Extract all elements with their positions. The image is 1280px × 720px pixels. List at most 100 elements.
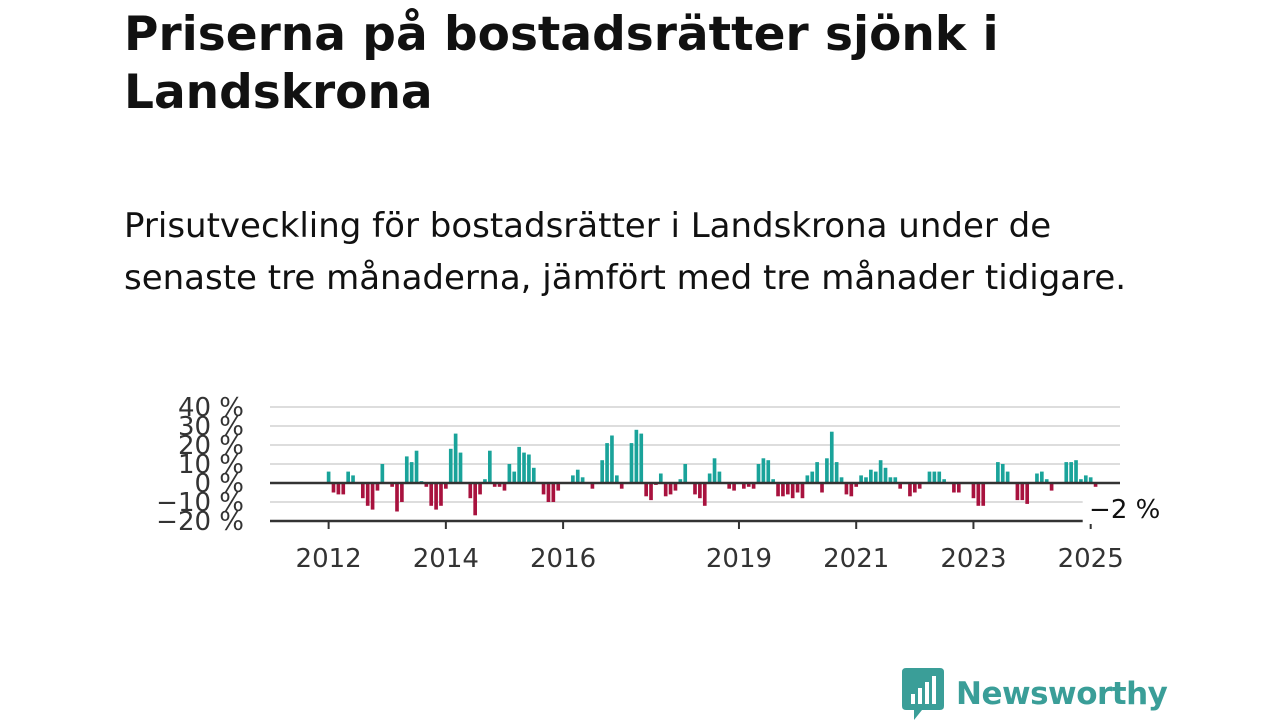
bar-positive [1044, 479, 1049, 483]
bar-positive [448, 448, 453, 483]
bar-negative [795, 483, 800, 493]
bar-negative [971, 483, 976, 499]
bar-negative [444, 483, 448, 489]
bar-negative [668, 483, 673, 495]
y-tick-label: −20 % [156, 507, 244, 537]
bar-positive [761, 458, 766, 483]
bar-negative [1015, 483, 1020, 501]
bar-negative [702, 483, 707, 506]
bar-positive [927, 471, 932, 483]
axes [270, 481, 1120, 529]
bar-positive [488, 450, 492, 483]
bar-positive [883, 467, 888, 483]
bar-negative [746, 483, 751, 487]
bar-positive [829, 431, 834, 483]
bar-negative [468, 483, 473, 499]
bar-negative [546, 483, 551, 502]
bar-negative [976, 483, 981, 506]
bar-positive [893, 477, 898, 483]
newsworthy-logo: Newsworthy [902, 668, 1168, 720]
bar-negative [849, 483, 854, 497]
bar-negative [820, 483, 824, 493]
y-tick-label: 20 % [178, 431, 244, 461]
bar-negative [952, 483, 956, 493]
bar-positive [1000, 464, 1005, 483]
bar-negative [854, 483, 859, 487]
chart-title: Priserna på bostadsrätter sjönk i Landsk… [124, 7, 999, 120]
x-tick-label: 2021 [823, 544, 889, 574]
chart-subtitle: Prisutveckling för bostadsrätter i Lands… [124, 206, 1127, 298]
bar-negative [698, 483, 702, 499]
bar-negative [1093, 483, 1098, 487]
bar-negative [898, 483, 902, 489]
bar-positive [571, 475, 575, 483]
bar-positive [810, 471, 815, 483]
bar-negative [644, 483, 648, 497]
bar-positive [839, 477, 844, 483]
bar-negative [781, 483, 785, 497]
bar-positive [756, 464, 761, 483]
bar-negative [331, 483, 336, 493]
bar-negative [742, 483, 746, 489]
bar-positive [615, 475, 619, 483]
logo-wordmark: Newsworthy [956, 676, 1168, 712]
bar-positive [1083, 475, 1088, 483]
x-tick-label: 2016 [530, 544, 596, 574]
bar-positive [629, 443, 634, 483]
bar-positive [937, 471, 942, 483]
bar-positive [575, 469, 580, 483]
bar-negative [800, 483, 805, 499]
bar-positive [1040, 471, 1044, 483]
bar-negative [751, 483, 756, 489]
bar-positive [404, 456, 409, 483]
bar-positive [512, 471, 517, 483]
bar-negative [541, 483, 546, 495]
bar-positive [458, 452, 463, 483]
bar-negative [551, 483, 556, 502]
bar-positive [527, 454, 531, 483]
bar-positive [1088, 477, 1093, 483]
bar-negative [556, 483, 561, 491]
bar-negative [336, 483, 341, 495]
bar-positive [712, 458, 717, 483]
bar-negative [360, 483, 365, 499]
bar-negative [1020, 483, 1025, 501]
annotation-background [1082, 492, 1167, 524]
bars [326, 429, 1098, 516]
bar-positive [1005, 471, 1010, 483]
bar-negative [732, 483, 736, 491]
bar-negative [649, 483, 653, 501]
bar-positive [658, 473, 663, 483]
bar-positive [815, 462, 819, 483]
bar-positive [869, 469, 873, 483]
bar-positive [517, 446, 521, 483]
bar-negative [395, 483, 399, 512]
bar-positive [859, 475, 863, 483]
bar-positive [507, 464, 512, 483]
bar-negative [341, 483, 346, 495]
bar-negative [429, 483, 434, 506]
bar-positive [600, 460, 605, 483]
bar-positive [873, 471, 878, 483]
bar-positive [888, 477, 893, 483]
bar-positive [605, 443, 609, 483]
bar-positive [707, 473, 712, 483]
y-tick-label: 10 % [178, 450, 244, 480]
bar-positive [1064, 462, 1069, 483]
x-tick-label: 2023 [940, 544, 1006, 574]
bar-positive [639, 433, 644, 483]
bar-positive [414, 450, 419, 483]
price-change-bar-chart: 40 %30 %20 %10 %0 %−10 %−20 % 2012 2014 201… [156, 393, 1167, 574]
bar-negative [1025, 483, 1030, 504]
bar-positive [346, 471, 350, 483]
bar-positive [932, 471, 937, 483]
bar-positive [1074, 460, 1078, 483]
y-tick-label: 30 % [178, 412, 244, 442]
bar-negative [375, 483, 380, 491]
bar-positive [766, 460, 771, 483]
bar-negative [844, 483, 849, 495]
bar-positive [825, 458, 829, 483]
bar-negative [424, 483, 429, 487]
bar-negative [439, 483, 443, 506]
bar-negative [981, 483, 986, 506]
